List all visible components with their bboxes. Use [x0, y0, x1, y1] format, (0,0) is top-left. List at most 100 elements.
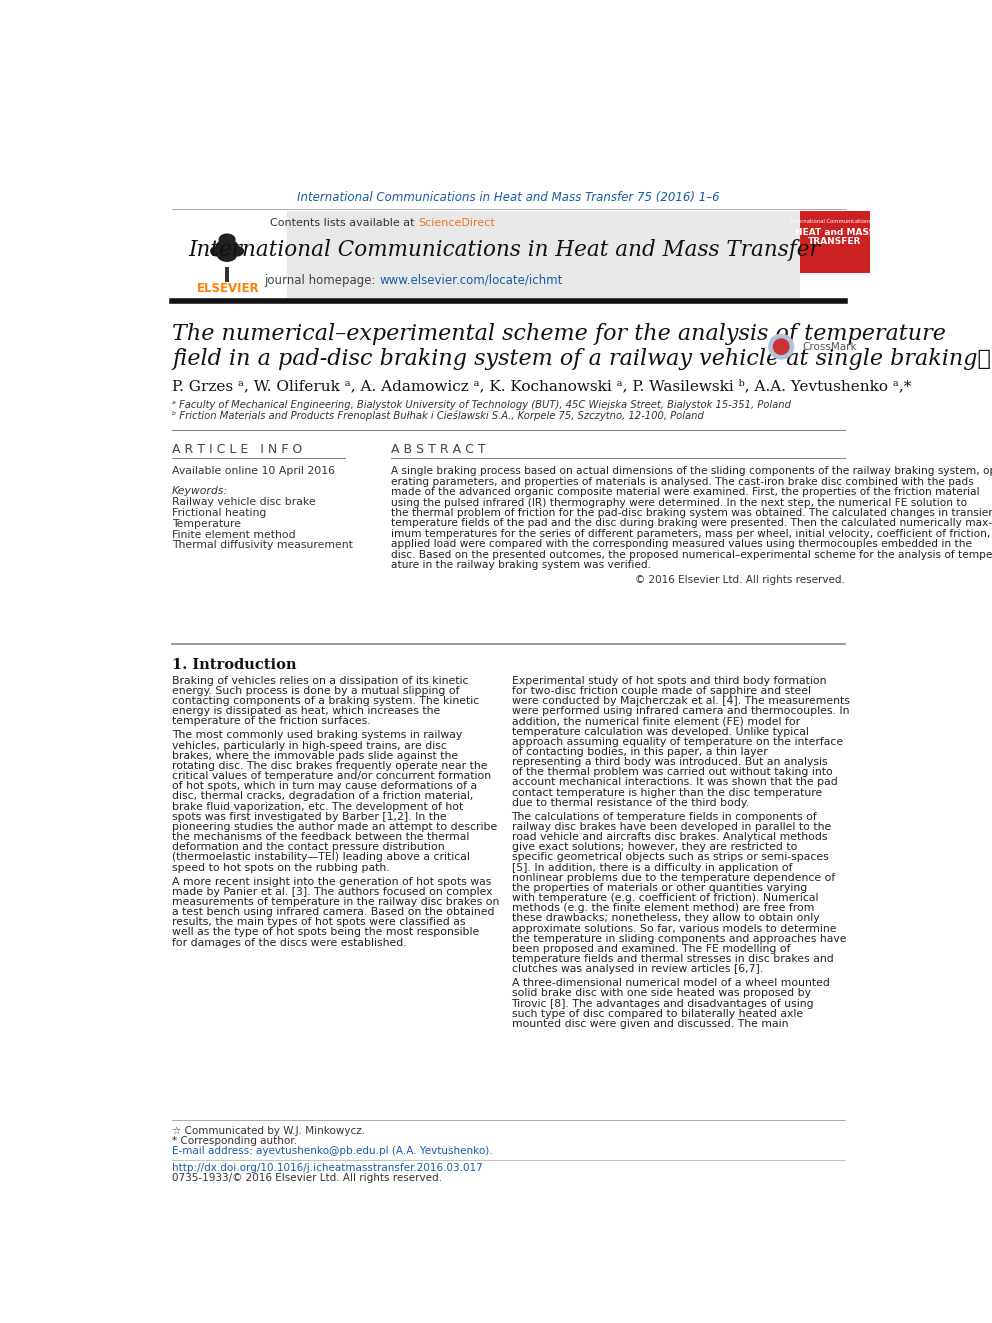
Text: railway disc brakes have been developed in parallel to the: railway disc brakes have been developed … [512, 822, 830, 832]
Text: deformation and the contact pressure distribution: deformation and the contact pressure dis… [172, 843, 444, 852]
Text: ature in the railway braking system was verified.: ature in the railway braking system was … [392, 560, 652, 570]
Text: contact temperature is higher than the disc temperature: contact temperature is higher than the d… [512, 787, 821, 798]
Text: specific geometrical objects such as strips or semi-spaces: specific geometrical objects such as str… [512, 852, 828, 863]
Ellipse shape [210, 246, 224, 257]
Text: were performed using infrared camera and thermocouples. In: were performed using infrared camera and… [512, 706, 849, 716]
Text: for damages of the discs were established.: for damages of the discs were establishe… [172, 938, 407, 947]
Text: field in a pad-disc braking system of a railway vehicle at single braking☆: field in a pad-disc braking system of a … [172, 348, 991, 370]
Text: temperature fields and thermal stresses in disc brakes and: temperature fields and thermal stresses … [512, 954, 833, 964]
Text: 0735-1933/© 2016 Elsevier Ltd. All rights reserved.: 0735-1933/© 2016 Elsevier Ltd. All right… [172, 1174, 442, 1183]
Ellipse shape [217, 249, 237, 262]
Text: A single braking process based on actual dimensions of the sliding components of: A single braking process based on actual… [392, 467, 992, 476]
Text: Frictional heating: Frictional heating [172, 508, 267, 519]
Text: temperature calculation was developed. Unlike typical: temperature calculation was developed. U… [512, 726, 808, 737]
Ellipse shape [218, 233, 236, 246]
Text: A B S T R A C T: A B S T R A C T [392, 443, 486, 456]
Text: Finite element method: Finite element method [172, 529, 296, 540]
Text: spots was first investigated by Barber [1,2]. In the: spots was first investigated by Barber [… [172, 812, 446, 822]
Text: account mechanical interactions. It was shown that the pad: account mechanical interactions. It was … [512, 778, 837, 787]
Text: give exact solutions; however, they are restricted to: give exact solutions; however, they are … [512, 843, 797, 852]
Bar [800, 212, 870, 273]
Text: Thermal diffusivity measurement: Thermal diffusivity measurement [172, 540, 353, 550]
Text: made by Panier et al. [3]. The authors focused on complex: made by Panier et al. [3]. The authors f… [172, 886, 493, 897]
Ellipse shape [215, 239, 239, 255]
Ellipse shape [230, 246, 244, 257]
Text: these drawbacks; nonetheless, they allow to obtain only: these drawbacks; nonetheless, they allow… [512, 913, 819, 923]
Bar [225, 266, 229, 282]
Text: brake fluid vaporization, etc. The development of hot: brake fluid vaporization, etc. The devel… [172, 802, 463, 811]
Text: The calculations of temperature fields in components of: The calculations of temperature fields i… [512, 812, 817, 822]
Text: rotating disc. The disc brakes frequently operate near the: rotating disc. The disc brakes frequentl… [172, 761, 487, 771]
Text: vehicles, particularly in high-speed trains, are disc: vehicles, particularly in high-speed tra… [172, 741, 447, 750]
Text: clutches was analysed in review articles [6,7].: clutches was analysed in review articles… [512, 964, 763, 974]
Text: the mechanisms of the feedback between the thermal: the mechanisms of the feedback between t… [172, 832, 469, 843]
Text: ELSEVIER: ELSEVIER [196, 282, 259, 295]
Text: a test bench using infrared camera. Based on the obtained: a test bench using infrared camera. Base… [172, 908, 495, 917]
Text: results, the main types of hot spots were classified as: results, the main types of hot spots wer… [172, 917, 465, 927]
Text: Available online 10 April 2016: Available online 10 April 2016 [172, 467, 335, 476]
Text: E-mail address: ayevtushenko@pb.edu.pl (A.A. Yevtushenko).: E-mail address: ayevtushenko@pb.edu.pl (… [172, 1146, 493, 1155]
Text: http://dx.doi.org/10.1016/j.icheatmasstransfer.2016.03.017: http://dx.doi.org/10.1016/j.icheatmasstr… [172, 1163, 483, 1174]
Text: www.elsevier.com/locate/ichmt: www.elsevier.com/locate/ichmt [380, 274, 563, 287]
Text: journal homepage:: journal homepage: [265, 274, 380, 287]
Text: the thermal problem of friction for the pad-disc braking system was obtained. Th: the thermal problem of friction for the … [392, 508, 992, 519]
Text: imum temperatures for the series of different parameters, mass per wheel, initia: imum temperatures for the series of diff… [392, 529, 991, 538]
Text: with temperature (e.g. coefficient of friction). Numerical: with temperature (e.g. coefficient of fr… [512, 893, 818, 904]
Text: TRANSFER: TRANSFER [808, 237, 861, 246]
Text: well as the type of hot spots being the most responsible: well as the type of hot spots being the … [172, 927, 479, 938]
Text: A three-dimensional numerical model of a wheel mounted: A three-dimensional numerical model of a… [512, 978, 829, 988]
Text: mounted disc were given and discussed. The main: mounted disc were given and discussed. T… [512, 1019, 788, 1029]
Text: [5]. In addition, there is a difficulty in application of: [5]. In addition, there is a difficulty … [512, 863, 792, 873]
Circle shape [774, 339, 789, 355]
Text: The numerical–experimental scheme for the analysis of temperature: The numerical–experimental scheme for th… [172, 323, 946, 345]
Text: International Communications in: International Communications in [792, 220, 878, 225]
Text: Keywords:: Keywords: [172, 487, 228, 496]
Bar [172, 212, 800, 300]
Text: ᵃ Faculty of Mechanical Engineering, Bialystok University of Technology (BUT), 4: ᵃ Faculty of Mechanical Engineering, Bia… [172, 400, 791, 410]
Text: Tirovic [8]. The advantages and disadvantages of using: Tirovic [8]. The advantages and disadvan… [512, 999, 814, 1008]
Text: addition, the numerical finite element (FE) model for: addition, the numerical finite element (… [512, 717, 800, 726]
Text: representing a third body was introduced. But an analysis: representing a third body was introduced… [512, 757, 827, 767]
Text: Experimental study of hot spots and third body formation: Experimental study of hot spots and thir… [512, 676, 826, 685]
Text: approximate solutions. So far, various models to determine: approximate solutions. So far, various m… [512, 923, 836, 934]
Text: The most commonly used braking systems in railway: The most commonly used braking systems i… [172, 730, 462, 741]
Text: of contacting bodies, in this paper, a thin layer: of contacting bodies, in this paper, a t… [512, 747, 767, 757]
Text: temperature of the friction surfaces.: temperature of the friction surfaces. [172, 717, 371, 726]
Text: made of the advanced organic composite material were examined. First, the proper: made of the advanced organic composite m… [392, 487, 980, 497]
Text: were conducted by Majcherczak et al. [4]. The measurements: were conducted by Majcherczak et al. [4]… [512, 696, 849, 706]
Text: International Communications in Heat and Mass Transfer 75 (2016) 1–6: International Communications in Heat and… [297, 191, 720, 204]
Text: measurements of temperature in the railway disc brakes on: measurements of temperature in the railw… [172, 897, 499, 908]
Text: energy. Such process is done by a mutual slipping of: energy. Such process is done by a mutual… [172, 687, 459, 696]
Text: © 2016 Elsevier Ltd. All rights reserved.: © 2016 Elsevier Ltd. All rights reserved… [635, 576, 845, 585]
Text: solid brake disc with one side heated was proposed by: solid brake disc with one side heated wa… [512, 988, 810, 999]
Text: nonlinear problems due to the temperature dependence of: nonlinear problems due to the temperatur… [512, 873, 834, 882]
Text: Railway vehicle disc brake: Railway vehicle disc brake [172, 497, 315, 507]
Text: due to thermal resistance of the third body.: due to thermal resistance of the third b… [512, 798, 749, 808]
Text: of the thermal problem was carried out without taking into: of the thermal problem was carried out w… [512, 767, 832, 778]
Text: * Corresponding author.: * Corresponding author. [172, 1135, 297, 1146]
Text: of hot spots, which in turn may cause deformations of a: of hot spots, which in turn may cause de… [172, 782, 477, 791]
Text: 1. Introduction: 1. Introduction [172, 659, 297, 672]
Text: pioneering studies the author made an attempt to describe: pioneering studies the author made an at… [172, 822, 497, 832]
Text: brakes, where the immovable pads slide against the: brakes, where the immovable pads slide a… [172, 751, 458, 761]
Text: temperature fields of the pad and the disc during braking were presented. Then t: temperature fields of the pad and the di… [392, 519, 992, 528]
Text: approach assuming equality of temperature on the interface: approach assuming equality of temperatur… [512, 737, 842, 746]
Text: disc. Based on the presented outcomes, the proposed numerical–experimental schem: disc. Based on the presented outcomes, t… [392, 549, 992, 560]
Text: HEAT and MASS: HEAT and MASS [795, 228, 875, 237]
Text: energy is dissipated as heat, which increases the: energy is dissipated as heat, which incr… [172, 706, 440, 716]
Text: ᵇ Friction Materials and Products Frenoplast Bułhak i Cieślawski S.A., Korpele 7: ᵇ Friction Materials and Products Frenop… [172, 410, 704, 422]
Text: been proposed and examined. The FE modelling of: been proposed and examined. The FE model… [512, 943, 790, 954]
Text: Temperature: Temperature [172, 519, 241, 529]
Text: (thermoelastic instability—TEI) leading above a critical: (thermoelastic instability—TEI) leading … [172, 852, 470, 863]
Text: methods (e.g. the finite element method) are free from: methods (e.g. the finite element method)… [512, 904, 813, 913]
Text: P. Grzes ᵃ, W. Oliferuk ᵃ, A. Adamowicz ᵃ, K. Kochanowski ᵃ, P. Wasilewski ᵇ, A.: P. Grzes ᵃ, W. Oliferuk ᵃ, A. Adamowicz … [172, 380, 912, 394]
Text: road vehicle and aircrafts disc brakes. Analytical methods: road vehicle and aircrafts disc brakes. … [512, 832, 827, 843]
Text: CrossMark: CrossMark [803, 341, 857, 352]
Circle shape [769, 335, 794, 359]
Text: for two-disc friction couple made of sapphire and steel: for two-disc friction couple made of sap… [512, 687, 810, 696]
Text: contacting components of a braking system. The kinetic: contacting components of a braking syste… [172, 696, 479, 706]
Text: ☆ Communicated by W.J. Minkowycz.: ☆ Communicated by W.J. Minkowycz. [172, 1126, 365, 1135]
Text: applied load were compared with the corresponding measured values using thermoco: applied load were compared with the corr… [392, 540, 972, 549]
Text: Braking of vehicles relies on a dissipation of its kinetic: Braking of vehicles relies on a dissipat… [172, 676, 468, 685]
Text: erating parameters, and properties of materials is analysed. The cast-iron brake: erating parameters, and properties of ma… [392, 476, 974, 487]
